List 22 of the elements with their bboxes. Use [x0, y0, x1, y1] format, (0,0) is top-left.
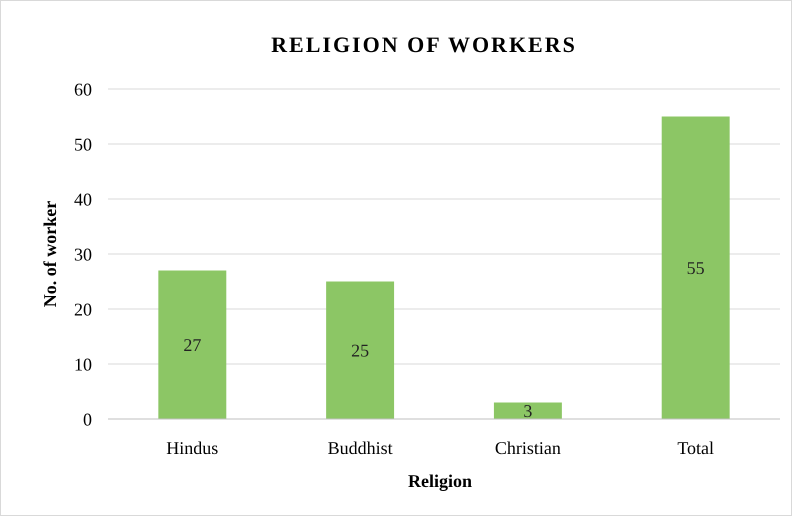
y-tick-label: 20 [74, 299, 92, 320]
bar [326, 282, 394, 419]
x-tick-label: Hindus [166, 438, 218, 458]
y-tick-label: 0 [83, 409, 92, 430]
y-tick-label: 10 [74, 354, 92, 374]
data-label: 25 [351, 340, 370, 361]
y-tick-label: 50 [74, 134, 92, 154]
y-axis-title: No. of worker [40, 200, 60, 308]
bar [494, 402, 562, 419]
bar [662, 116, 730, 419]
x-tick-label: Buddhist [328, 438, 393, 458]
chart-title: RELIGION OF WORKERS [271, 32, 577, 57]
x-tick-label: Total [677, 438, 714, 458]
data-label: 55 [686, 258, 705, 278]
x-axis-title: Religion [408, 471, 472, 491]
bar [158, 270, 226, 419]
data-label: 3 [523, 401, 532, 422]
y-tick-label: 60 [74, 79, 92, 100]
x-tick-label: Christian [494, 438, 561, 458]
y-tick-label: 30 [74, 244, 92, 264]
data-label: 27 [183, 335, 202, 356]
y-tick-label: 40 [74, 189, 92, 210]
